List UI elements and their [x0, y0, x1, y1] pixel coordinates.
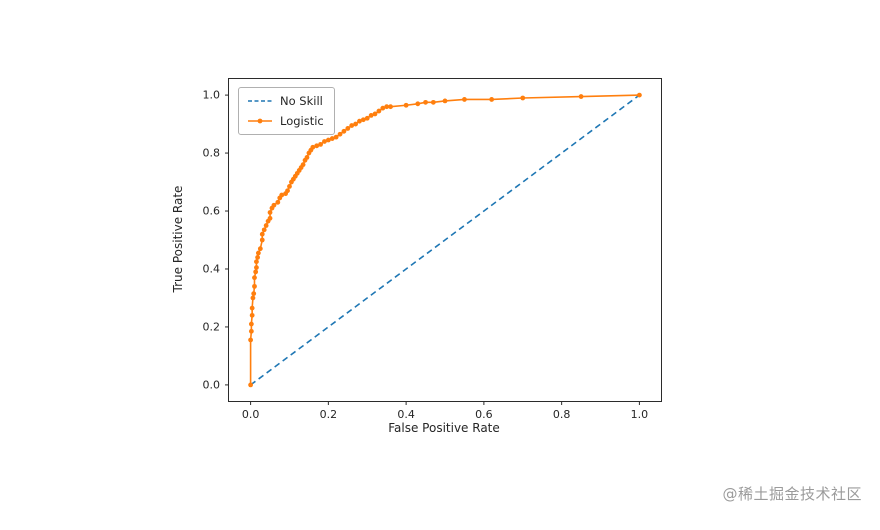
series-marker: [259, 237, 265, 243]
series-marker: [322, 139, 327, 144]
y-tick-label: 0.0: [202, 378, 221, 392]
x-tick-label: 0.8: [552, 408, 571, 421]
roc-chart-svg: [225, 92, 642, 405]
series-marker: [489, 97, 495, 102]
series-marker: [333, 134, 339, 140]
legend-item-no-skill: No Skill: [247, 94, 324, 108]
watermark: @稀土掘金技术社区: [722, 485, 862, 503]
series-marker: [345, 126, 351, 131]
series-marker: [254, 259, 259, 265]
series-marker: [285, 188, 290, 194]
series-marker: [637, 92, 642, 98]
series-marker: [267, 215, 273, 221]
series-marker: [248, 337, 253, 343]
series-marker: [520, 95, 526, 101]
no-skill-dashed-line-icon: [248, 100, 272, 102]
series-marker: [254, 265, 259, 270]
series-marker: [271, 202, 277, 208]
series-marker: [248, 382, 253, 388]
series-marker: [248, 328, 254, 334]
series-marker: [250, 295, 256, 301]
series-marker: [257, 246, 263, 252]
series-marker: [360, 117, 366, 123]
series-marker: [318, 141, 323, 147]
series-marker: [248, 321, 254, 327]
y-tick-label: 1.0: [202, 88, 221, 102]
series-marker: [304, 155, 310, 160]
series-marker: [255, 250, 261, 256]
legend-label-no-skill: No Skill: [280, 94, 323, 108]
series-line-no-skill: [250, 94, 640, 386]
series-marker: [442, 98, 448, 104]
series-marker: [388, 104, 393, 110]
series-marker: [267, 210, 273, 215]
series-marker: [337, 131, 343, 137]
series-marker: [261, 227, 267, 233]
series-marker: [255, 254, 260, 260]
legend-label-logistic: Logistic: [280, 114, 324, 128]
series-marker: [275, 199, 281, 205]
series-marker: [251, 291, 257, 297]
x-axis-label: False Positive Rate: [388, 421, 500, 435]
x-tick-label: 1.0: [630, 408, 649, 421]
series-marker: [462, 97, 467, 102]
series-marker: [259, 231, 265, 237]
series-marker: [353, 121, 358, 127]
series-marker: [349, 123, 355, 128]
y-tick-label: 0.4: [202, 262, 221, 276]
series-marker: [279, 192, 285, 198]
x-tick-label: 0.0: [241, 408, 260, 421]
series-marker: [263, 223, 269, 228]
series-marker: [415, 101, 421, 107]
x-tick-label: 0.2: [319, 408, 338, 421]
logistic-line-icon: [248, 118, 272, 124]
x-tick-label: 0.4: [397, 408, 415, 421]
series-marker: [287, 183, 292, 189]
plot-area: No Skill Logistic 0.0 0.2 0.4 0.6 0.8 1.0 0.0 0…: [203, 78, 662, 421]
series-marker: [249, 305, 255, 311]
series-marker: [403, 102, 409, 108]
series-marker: [300, 162, 306, 168]
y-axis-label: True Positive Rate: [171, 185, 185, 293]
x-tick-label: 0.6: [475, 408, 493, 421]
series-marker: [430, 99, 436, 105]
series-marker: [578, 94, 584, 99]
legend-item-logistic: Logistic: [247, 114, 324, 128]
series-marker: [380, 105, 386, 111]
series-marker: [310, 144, 316, 150]
series-marker: [325, 137, 331, 143]
y-tick-label: 0.8: [202, 146, 221, 160]
series-marker: [372, 111, 378, 117]
series-marker: [341, 128, 347, 134]
series-marker: [314, 143, 320, 149]
series-marker: [357, 118, 362, 124]
y-tick-label: 0.6: [202, 204, 221, 218]
series-marker: [252, 275, 257, 281]
series-marker: [364, 115, 370, 121]
legend: No Skill Logistic: [238, 87, 335, 135]
series-marker: [384, 104, 390, 110]
y-tick-label: 0.2: [202, 320, 221, 334]
series-marker: [376, 108, 382, 114]
series-marker: [252, 283, 257, 289]
series-marker: [423, 99, 428, 105]
series-marker: [329, 136, 335, 141]
series-marker: [249, 312, 255, 318]
series-marker: [253, 269, 259, 275]
series-marker: [368, 112, 374, 118]
